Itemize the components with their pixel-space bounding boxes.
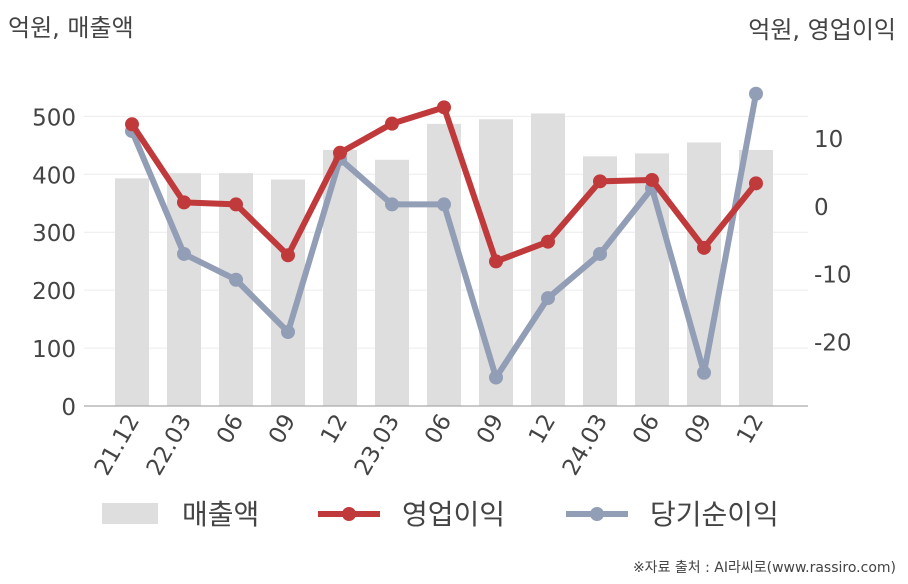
legend-swatch-operating-profit-marker (342, 507, 356, 521)
point-net-income (541, 291, 555, 306)
left-axis-tick-label: 100 (32, 337, 76, 363)
legend-swatch-net-income-marker (590, 507, 604, 521)
x-axis-tick-label: 24.03 (558, 410, 613, 480)
x-axis-tick-label: 09 (472, 410, 509, 448)
left-axis-tick-label: 400 (32, 163, 76, 189)
left-axis-tick-label: 200 (32, 279, 76, 305)
point-net-income (593, 246, 607, 261)
point-operating-profit (333, 145, 347, 160)
point-net-income (749, 86, 763, 101)
x-axis-tick-label: 23.03 (350, 410, 405, 480)
right-axis-tick-label: -10 (814, 263, 852, 289)
x-axis-tick-label: 12 (316, 410, 353, 448)
x-axis-tick-label: 09 (264, 410, 301, 448)
right-axis-ticks: -20 -10 0 10 (814, 127, 852, 357)
point-operating-profit (489, 254, 503, 269)
x-axis-tick-label: 06 (212, 410, 249, 448)
left-axis-tick-label: 500 (32, 105, 76, 131)
right-axis-tick-label: 0 (814, 195, 829, 221)
point-operating-profit (229, 197, 243, 212)
left-axis-tick-label: 300 (32, 221, 76, 247)
bar-sales (427, 123, 461, 407)
x-axis-tick-label: 06 (628, 410, 665, 448)
line-series (125, 86, 763, 385)
point-operating-profit (385, 116, 399, 131)
legend-label-sales: 매출액 (182, 498, 259, 531)
point-operating-profit (281, 248, 295, 263)
x-axis-tick-label: 22.03 (142, 410, 197, 480)
x-axis-tick-label: 09 (680, 410, 717, 448)
point-net-income (281, 325, 295, 340)
bar-sales (115, 178, 149, 406)
left-axis-tick-label: 0 (61, 395, 76, 421)
legend-label-net-income: 당기순이익 (650, 498, 779, 531)
x-axis-tick-label: 21.12 (90, 410, 145, 480)
point-operating-profit (541, 234, 555, 249)
bar-sales (167, 173, 201, 406)
left-axis-unit-label: 억원, 매출액 (8, 14, 134, 42)
point-net-income (229, 272, 243, 287)
legend-swatch-sales (102, 503, 158, 524)
left-axis-ticks: 0 100 200 300 400 500 (32, 105, 76, 421)
x-axis-tick-label: 12 (732, 410, 769, 448)
point-net-income (177, 246, 191, 261)
point-operating-profit (177, 195, 191, 210)
point-net-income (697, 365, 711, 380)
right-axis-tick-label: -20 (814, 331, 852, 357)
point-operating-profit (593, 174, 607, 189)
bar-sales (531, 113, 565, 406)
point-operating-profit (697, 240, 711, 255)
point-operating-profit (437, 100, 451, 115)
x-axis-tick-label: 06 (420, 410, 457, 448)
x-axis-tick-label: 12 (524, 410, 561, 448)
point-net-income (489, 370, 503, 385)
point-operating-profit (749, 176, 763, 191)
point-operating-profit (125, 117, 139, 132)
right-axis-unit-label: 억원, 영업이익 (748, 16, 896, 44)
legend-label-operating-profit: 영업이익 (402, 498, 505, 531)
point-operating-profit (645, 172, 659, 187)
point-net-income (385, 197, 399, 212)
legend: 매출액 영업이익 당기순이익 (102, 498, 779, 531)
right-axis-tick-label: 10 (814, 127, 843, 153)
source-note: ※자료 출처 : AI라씨로(www.rassiro.com) (633, 560, 896, 576)
point-net-income (437, 197, 451, 212)
bar-sales (739, 149, 773, 406)
